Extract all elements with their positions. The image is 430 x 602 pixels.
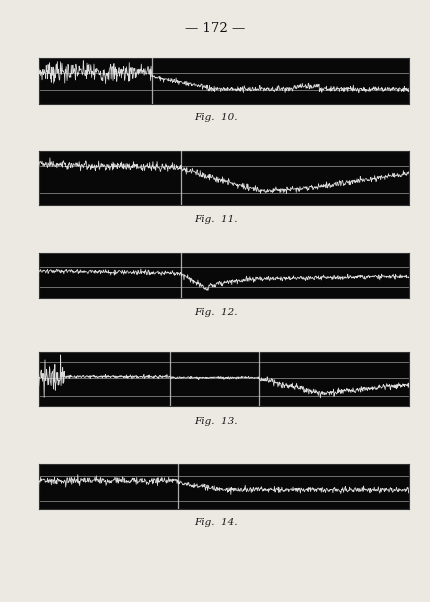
Text: Fig.  10.: Fig. 10. — [194, 113, 236, 122]
Text: Fig.  11.: Fig. 11. — [194, 215, 236, 224]
Text: Fig.  13.: Fig. 13. — [194, 417, 236, 426]
Text: Fig.  12.: Fig. 12. — [194, 308, 236, 317]
Text: Fig.  14.: Fig. 14. — [194, 518, 236, 527]
Text: — 172 —: — 172 — — [185, 22, 245, 35]
